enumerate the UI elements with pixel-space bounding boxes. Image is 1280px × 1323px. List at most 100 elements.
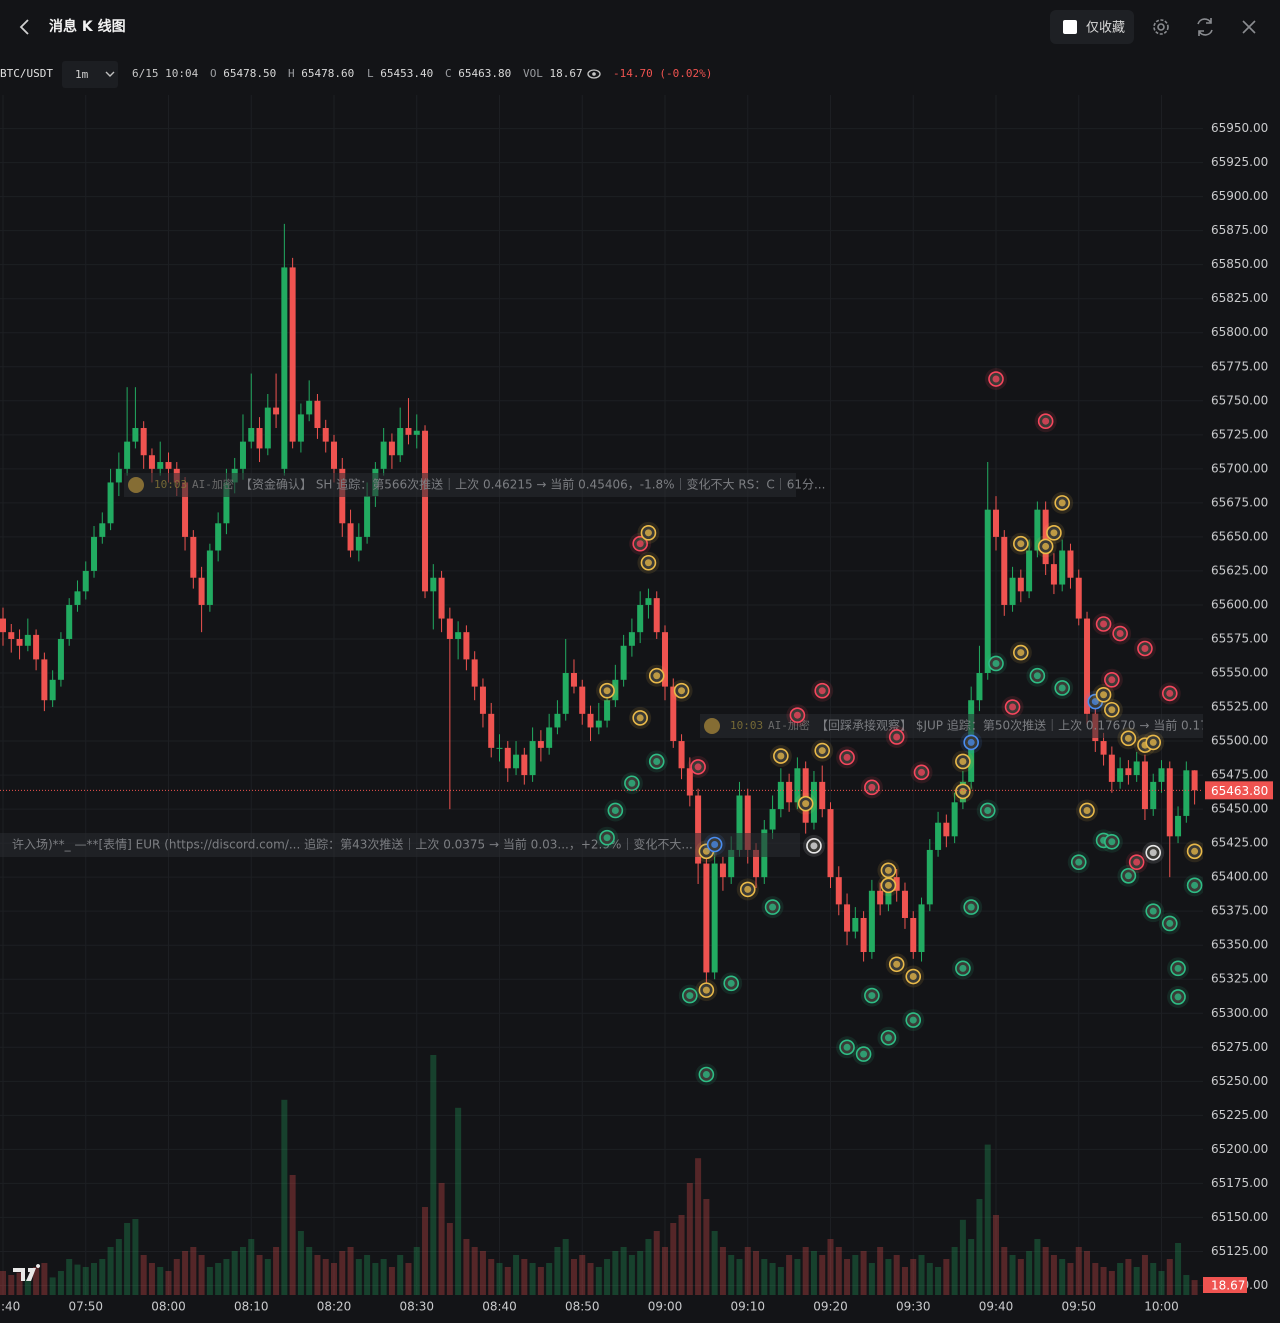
volume-bar (744, 1247, 751, 1295)
marker-core (810, 842, 818, 850)
candle-body (66, 604, 73, 639)
marker-core (644, 529, 652, 537)
candle-body (82, 570, 89, 592)
ohlc-item: L 65453.40 (367, 67, 433, 80)
last-volume-tag (1203, 1277, 1247, 1293)
checkbox[interactable] (1063, 20, 1077, 34)
volume-bar (968, 1239, 975, 1295)
volume-bar (719, 1247, 726, 1295)
candle-body (165, 462, 172, 469)
settings-icon[interactable] (1157, 23, 1165, 31)
marker-layer (596, 368, 1203, 1086)
marker-core (1042, 542, 1050, 550)
candle-body (264, 407, 271, 449)
grid (0, 95, 1203, 1295)
back-button[interactable] (19, 19, 29, 35)
overlay-layer: 10:03 AI-加密 【资金确认】 SH 追踪：第566次推送｜上次 0.4621… (0, 473, 1203, 857)
chevron (105, 71, 115, 77)
candle-body (115, 468, 122, 483)
candle-body (910, 917, 917, 953)
marker-core (984, 806, 992, 814)
candle-body (827, 809, 834, 878)
marker-core (727, 979, 735, 987)
marker-core (1166, 919, 1174, 927)
candle-body (604, 700, 611, 721)
candle-layer (0, 223, 1198, 987)
volume-bar (289, 1175, 296, 1295)
candle-body (628, 632, 635, 646)
candle-body (190, 536, 197, 578)
volume-bar (786, 1255, 793, 1295)
marker-core (884, 1034, 892, 1042)
marker-core (653, 757, 661, 765)
volume-bar (686, 1183, 693, 1295)
price-axis-bg (1203, 95, 1280, 1305)
volume-bar (736, 1259, 743, 1295)
volume-bar (364, 1255, 371, 1295)
marker-core (992, 659, 1000, 667)
favorites-toggle[interactable] (1050, 10, 1134, 44)
volume-bar (339, 1251, 346, 1295)
volume-bar (463, 1239, 470, 1295)
interval-select[interactable] (62, 61, 118, 88)
candle-body (455, 632, 462, 639)
candle-body (388, 441, 395, 456)
refresh-icon[interactable] (1197, 18, 1213, 36)
settings-ring (1153, 19, 1169, 35)
volume-bar (190, 1247, 197, 1295)
last-volume-label: 18.67 (1211, 1279, 1245, 1293)
candle-body (562, 673, 569, 714)
marker-core (636, 540, 644, 548)
volume-bar (82, 1267, 89, 1295)
volume-bar (24, 1279, 31, 1295)
volume-bar (637, 1251, 644, 1295)
y-tick-label: 65400.00 (1211, 870, 1268, 884)
y-tick-label: 65225.00 (1211, 1108, 1268, 1122)
x-tick-label: 09:20 (813, 1300, 848, 1314)
x-tick-label: 08:20 (317, 1300, 352, 1314)
marker-core (1050, 529, 1058, 537)
marker-core (1017, 649, 1025, 657)
volume-bar (1009, 1255, 1016, 1295)
close-icon[interactable] (1242, 20, 1256, 34)
marker-core (802, 800, 810, 808)
news-time: 10:03 (730, 719, 763, 732)
volume-bar (918, 1255, 925, 1295)
marker-core (893, 733, 901, 741)
candle-body (794, 768, 801, 803)
volume-bar (935, 1267, 942, 1295)
volume-bar (662, 1247, 668, 1295)
y-tick-label: 65750.00 (1211, 393, 1268, 407)
ohlc-value: 65463.80 (458, 67, 511, 80)
marker-core (992, 375, 1000, 383)
volume-bar (537, 1267, 544, 1295)
marker-core (653, 672, 661, 680)
favorites-label: 仅收藏 (1086, 21, 1125, 36)
candle-body (413, 430, 420, 435)
marker-core (603, 687, 611, 695)
candle-body (984, 509, 991, 674)
volume-bar (479, 1251, 486, 1295)
ohlc-item: H 65478.60 (288, 67, 354, 80)
volume-bar (777, 1267, 784, 1295)
candle-body (397, 428, 404, 456)
x-tick-label: 09:00 (648, 1300, 683, 1314)
candle-body (41, 659, 48, 701)
candle-body (868, 890, 875, 953)
x-tick-label: 07:40 (0, 1300, 20, 1314)
page-title: 消息 K 线图 (49, 18, 126, 35)
y-tick-label: 65175.00 (1211, 1176, 1268, 1190)
candle-body (1158, 768, 1165, 782)
y-tick-label: 65575.00 (1211, 631, 1268, 645)
volume-bar (910, 1259, 917, 1295)
volume-bar (810, 1251, 817, 1295)
candle-body (446, 618, 453, 639)
candle-body (860, 917, 867, 953)
marker-core (1191, 881, 1199, 889)
candle-body (835, 877, 842, 905)
candle-body (430, 577, 437, 592)
candle-body (901, 890, 908, 918)
candle-body (289, 267, 296, 442)
candle-body (124, 441, 131, 469)
candle-body (1183, 770, 1190, 816)
